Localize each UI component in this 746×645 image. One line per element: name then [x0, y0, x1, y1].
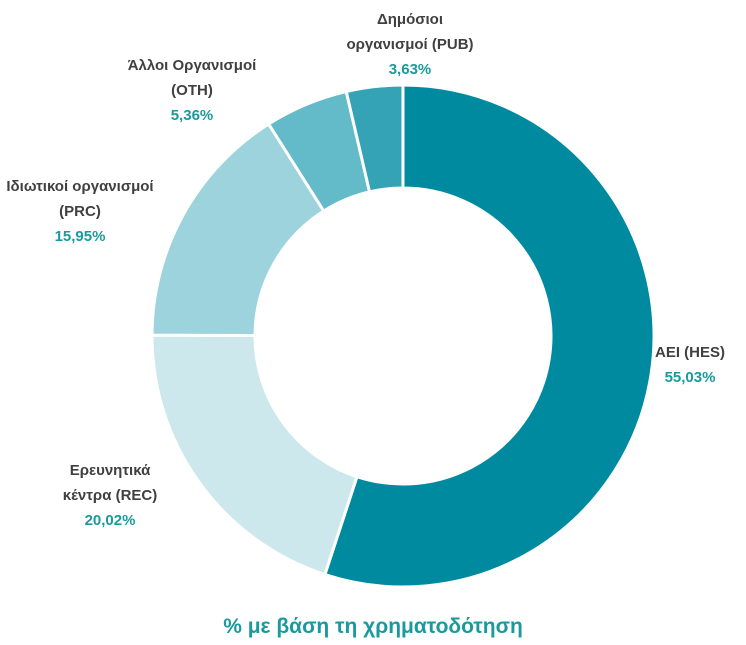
value-label: 3,63%: [388, 61, 432, 78]
category-label: Ιδιωτικοί οργανισμοί (PRC): [6, 178, 154, 220]
category-label: Άλλοι Οργανισμοί (OTH): [127, 57, 257, 99]
donut-segment: [323, 83, 656, 589]
chart-title: % με βάση τη χρηματοδότηση: [223, 615, 523, 638]
value-label: 20,02%: [84, 512, 136, 529]
segment-label: Άλλοι Οργανισμοί (OTH) 5,36%: [110, 53, 275, 128]
value-label: 15,95%: [54, 228, 106, 245]
segment-label: Δημόσιοι οργανισμοί (PUB) 3,63%: [335, 7, 485, 82]
segment-label: Ερευνητικά κέντρα (REC) 20,02%: [45, 458, 175, 533]
value-label: 55,03%: [664, 369, 716, 386]
donut-segment: [150, 333, 359, 577]
value-label: 5,36%: [170, 107, 214, 124]
category-label: Ερευνητικά κέντρα (REC): [62, 462, 158, 504]
donut-segment: [344, 83, 405, 194]
category-label: Δημόσιοι οργανισμοί (PUB): [346, 11, 474, 53]
segment-label: ΑΕΙ (HES) 55,03%: [630, 340, 746, 390]
donut-segment: [150, 121, 326, 337]
category-label: ΑΕΙ (HES): [654, 344, 725, 361]
segment-label: Ιδιωτικοί οργανισμοί (PRC) 15,95%: [5, 174, 155, 249]
